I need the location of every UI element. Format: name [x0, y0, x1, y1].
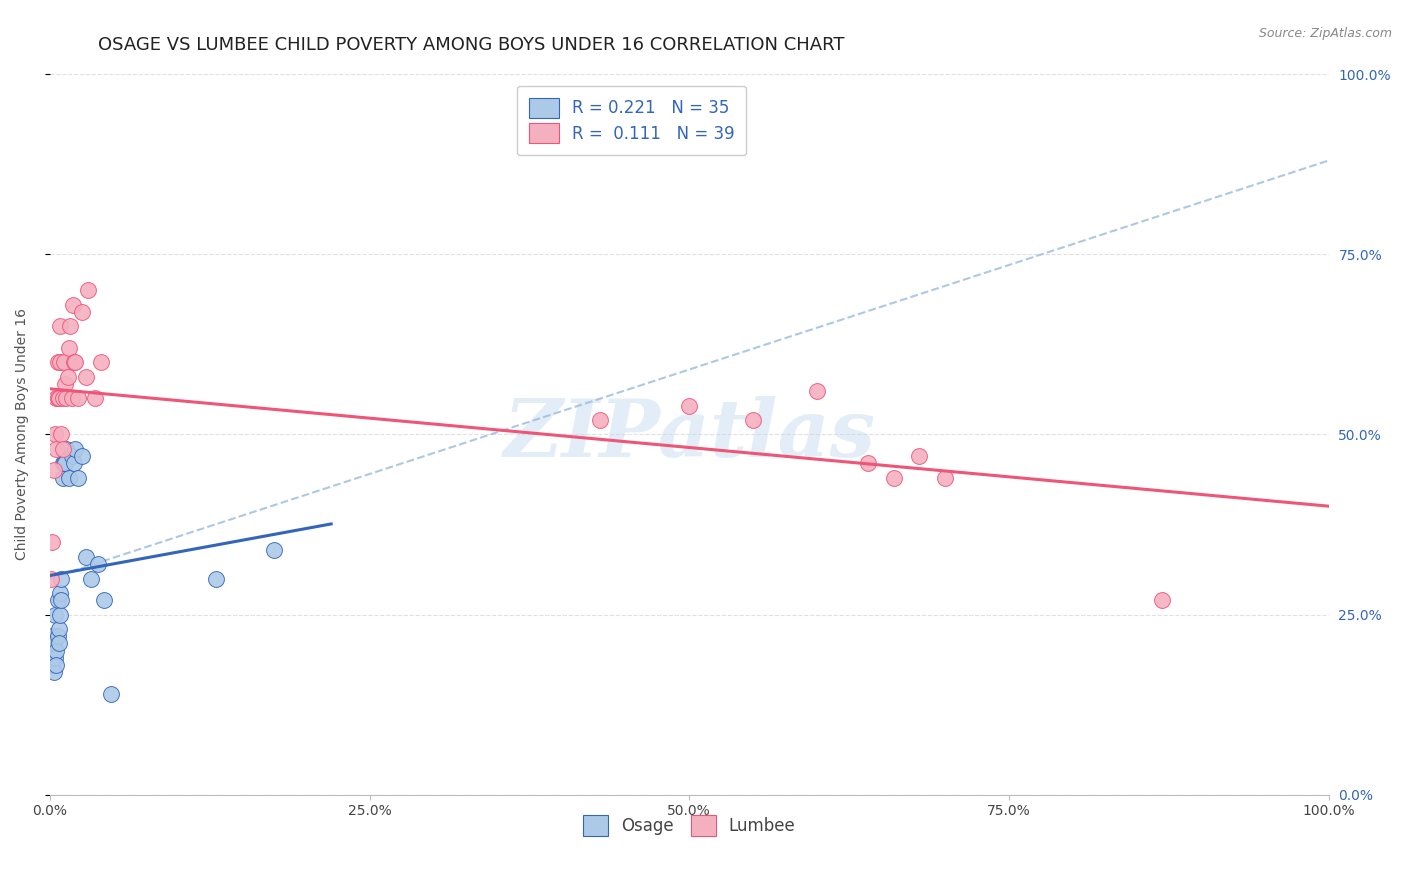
Point [51, 572, 73, 586]
Point [66, 392, 89, 406]
Point [52, 456, 75, 470]
Point [205, 572, 228, 586]
Point [87, 557, 110, 571]
Point [46, 593, 69, 607]
Point [75, 549, 97, 564]
Text: ZIPatlas: ZIPatlas [503, 396, 876, 473]
Point [58, 341, 80, 355]
Text: OSAGE VS LUMBEE CHILD POVERTY AMONG BOYS UNDER 16 CORRELATION CHART: OSAGE VS LUMBEE CHILD POVERTY AMONG BOYS… [98, 36, 845, 54]
Point [42, 463, 65, 477]
Point [48, 622, 70, 636]
Point [66, 470, 89, 484]
Point [52, 392, 75, 406]
Point [90, 355, 112, 369]
Point [44, 427, 66, 442]
Point [55, 392, 77, 406]
Point [46, 392, 69, 406]
Point [52, 456, 75, 470]
Point [39, 572, 62, 586]
Point [60, 392, 83, 406]
Point [589, 413, 612, 427]
Point [45, 657, 67, 672]
Point [48, 392, 70, 406]
Point [58, 470, 80, 484]
Point [39, 643, 62, 657]
Point [52, 355, 75, 369]
Point [51, 427, 73, 442]
Point [53, 456, 76, 470]
Point [45, 392, 67, 406]
Point [65, 355, 87, 369]
Point [45, 442, 67, 456]
Point [1152, 593, 1174, 607]
Point [93, 593, 115, 607]
Point [41, 657, 63, 672]
Point [48, 636, 70, 650]
Point [62, 298, 84, 312]
Point [806, 384, 828, 398]
Point [60, 449, 83, 463]
Point [75, 369, 97, 384]
Point [49, 607, 72, 622]
Point [45, 643, 67, 657]
Point [83, 392, 105, 406]
Point [100, 687, 122, 701]
Point [42, 636, 65, 650]
Point [46, 355, 69, 369]
Point [858, 456, 880, 470]
Point [77, 283, 100, 297]
Point [44, 650, 66, 665]
Point [63, 355, 86, 369]
Point [44, 607, 66, 622]
Point [53, 376, 76, 391]
Point [52, 442, 75, 456]
Y-axis label: Child Poverty Among Boys Under 16: Child Poverty Among Boys Under 16 [15, 309, 30, 560]
Point [908, 449, 931, 463]
Point [49, 319, 72, 334]
Point [63, 456, 86, 470]
Point [70, 449, 93, 463]
Point [70, 305, 93, 319]
Text: Source: ZipAtlas.com: Source: ZipAtlas.com [1258, 27, 1392, 40]
Point [42, 665, 65, 680]
Legend: Osage, Lumbee: Osage, Lumbee [575, 807, 804, 844]
Point [65, 442, 87, 456]
Point [51, 593, 73, 607]
Point [49, 586, 72, 600]
Point [56, 369, 79, 384]
Point [934, 470, 956, 484]
Point [52, 470, 75, 484]
Point [883, 470, 905, 484]
Point [41, 535, 63, 549]
Point [49, 355, 72, 369]
Point [80, 572, 103, 586]
Point [55, 442, 77, 456]
Point [41, 629, 63, 643]
Point [742, 413, 765, 427]
Point [263, 542, 285, 557]
Point [678, 399, 700, 413]
Point [59, 319, 82, 334]
Point [46, 629, 69, 643]
